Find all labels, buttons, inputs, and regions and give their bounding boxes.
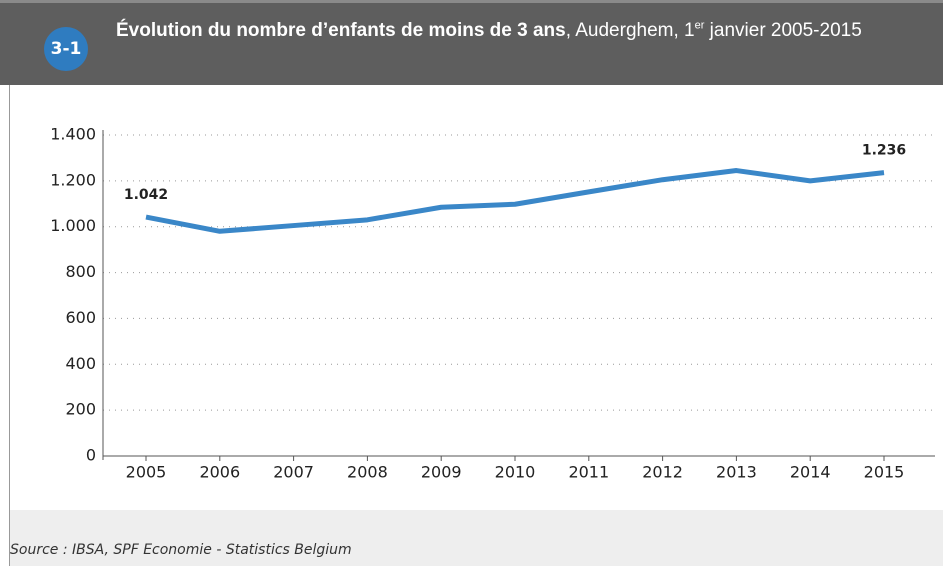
- line-series: [145, 168, 885, 234]
- badge: 3-1: [44, 27, 88, 71]
- x-tick-label: 2010: [495, 463, 536, 482]
- x-tick-label: 2008: [347, 463, 388, 482]
- x-tick-label: 2011: [568, 463, 609, 482]
- x-tick-label: 2012: [642, 463, 683, 482]
- x-tick-label: 2007: [273, 463, 314, 482]
- x-tick-label: 2013: [716, 463, 757, 482]
- y-tick-label: 600: [65, 308, 96, 327]
- subtitle-end: janvier 2005-2015: [704, 20, 862, 41]
- border: [9, 85, 10, 566]
- x-tick-label: 2009: [421, 463, 462, 482]
- footer: [10, 510, 943, 566]
- x-tick-label: 2014: [790, 463, 831, 482]
- subtitle: , Auderghem, 1: [565, 20, 695, 41]
- data-label: 1.236: [862, 143, 906, 159]
- y-tick-label: 800: [65, 262, 96, 281]
- y-tick-label: 1.200: [50, 170, 96, 189]
- source: Source : IBSA, SPF Economie - Statistics…: [10, 542, 352, 558]
- x-tick-label: 2006: [199, 463, 240, 482]
- chart: 0 200 400 600 800 1.000 1.200 1.400 2005 2006 2007…: [50, 125, 935, 482]
- y-tick-label: 1.400: [50, 125, 96, 144]
- y-tick-label: 1.000: [50, 216, 96, 235]
- title-bold: Évolution du nombre d’enfants de moins d…: [116, 20, 566, 41]
- x-tick-label: 2015: [864, 463, 905, 482]
- y-tick-label: 0: [86, 446, 96, 465]
- header: 3-1 Évolution du nombre d’enfants de moi…: [0, 0, 943, 85]
- subtitle-sup: er: [694, 19, 705, 32]
- x-tick-label: 2005: [126, 463, 167, 482]
- data-label: 1.042: [124, 187, 168, 203]
- y-tick-label: 400: [65, 354, 96, 373]
- chart-title: Évolution du nombre d’enfants de moins d…: [116, 17, 926, 45]
- y-tick-label: 200: [65, 400, 96, 419]
